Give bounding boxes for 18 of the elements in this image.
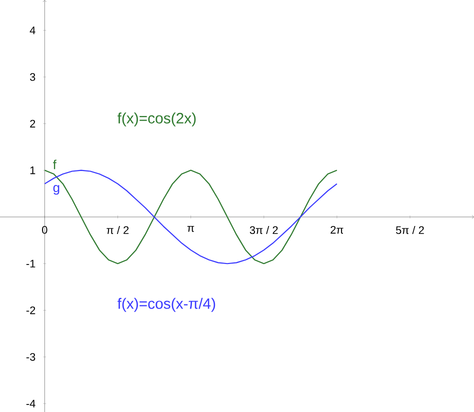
annotation: f(x)=cos(x-π/4) bbox=[118, 298, 216, 312]
x-tick-label: 2π bbox=[330, 226, 344, 234]
y-tick-label: -1 bbox=[26, 260, 36, 268]
x-tick-label: 3π / 2 bbox=[250, 226, 278, 234]
y-tick-label: 1 bbox=[30, 166, 36, 174]
y-tick-label: -2 bbox=[26, 306, 36, 314]
x-tick-label: π / 2 bbox=[106, 226, 129, 234]
x-tick-label: 5π / 2 bbox=[396, 226, 424, 234]
annotation: f(x)=cos(2x) bbox=[118, 112, 196, 126]
x-tick-label: 0 bbox=[42, 226, 48, 234]
series-label: g bbox=[53, 185, 60, 195]
y-tick-label: 4 bbox=[30, 26, 36, 34]
y-tick-label: 2 bbox=[30, 120, 36, 128]
series-label: f bbox=[53, 160, 56, 170]
y-tick-label: -4 bbox=[26, 400, 36, 408]
x-tick-label: π bbox=[187, 226, 194, 232]
y-tick-label: 3 bbox=[30, 73, 36, 81]
y-tick-label: -3 bbox=[26, 353, 36, 361]
